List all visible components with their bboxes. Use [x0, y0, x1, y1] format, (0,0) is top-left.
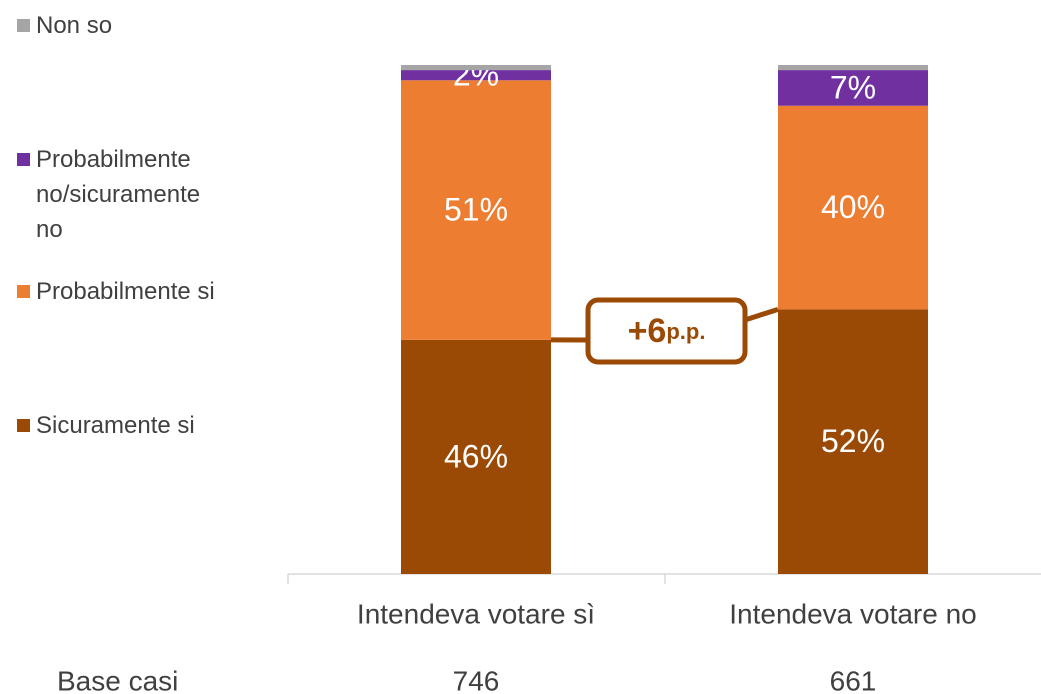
legend-item: Non so: [17, 8, 216, 43]
legend-item: Probabilmente no/sicuramente no: [17, 142, 216, 247]
legend-label: Sicuramente si: [36, 412, 195, 439]
bar-segment: [401, 339, 551, 574]
bar-segment: [401, 70, 551, 81]
legend-label: Probabilmente no/sicuramente no: [36, 146, 201, 243]
bar-segment: [401, 80, 551, 340]
legend-label: Probabilmente si: [36, 278, 215, 305]
data-label: 51%: [444, 192, 508, 228]
legend-swatch: [17, 285, 30, 298]
data-label: 46%: [444, 438, 508, 474]
x-tick-label: Intendeva votare no: [729, 598, 977, 629]
bar-segment: [778, 105, 928, 310]
bar-segment: [778, 65, 928, 71]
legend-item: Probabilmente si: [17, 274, 216, 309]
legend-swatch: [17, 153, 30, 166]
base-label: Base casi: [57, 665, 178, 694]
x-tick-label: Intendeva votare sì: [357, 598, 595, 629]
annotation-value: +6: [628, 312, 667, 350]
connector: [744, 306, 779, 323]
base-count: 661: [830, 665, 877, 694]
legend-label: Non so: [36, 12, 113, 39]
bar-segment: [778, 309, 928, 574]
legend-item: Sicuramente si: [17, 408, 216, 443]
bar-segment: [778, 70, 928, 106]
data-label: 7%: [830, 69, 876, 105]
bar-segment: [401, 65, 551, 71]
annotation-unit: p.p.: [666, 319, 705, 344]
annotation: +6p.p.: [628, 312, 706, 350]
data-label: 40%: [821, 189, 885, 225]
legend-swatch: [17, 19, 30, 32]
legend-swatch: [17, 419, 30, 432]
data-label: 2%: [453, 57, 499, 93]
base-count: 746: [453, 665, 500, 694]
annotation-box: [585, 297, 748, 365]
data-label: 52%: [821, 423, 885, 459]
